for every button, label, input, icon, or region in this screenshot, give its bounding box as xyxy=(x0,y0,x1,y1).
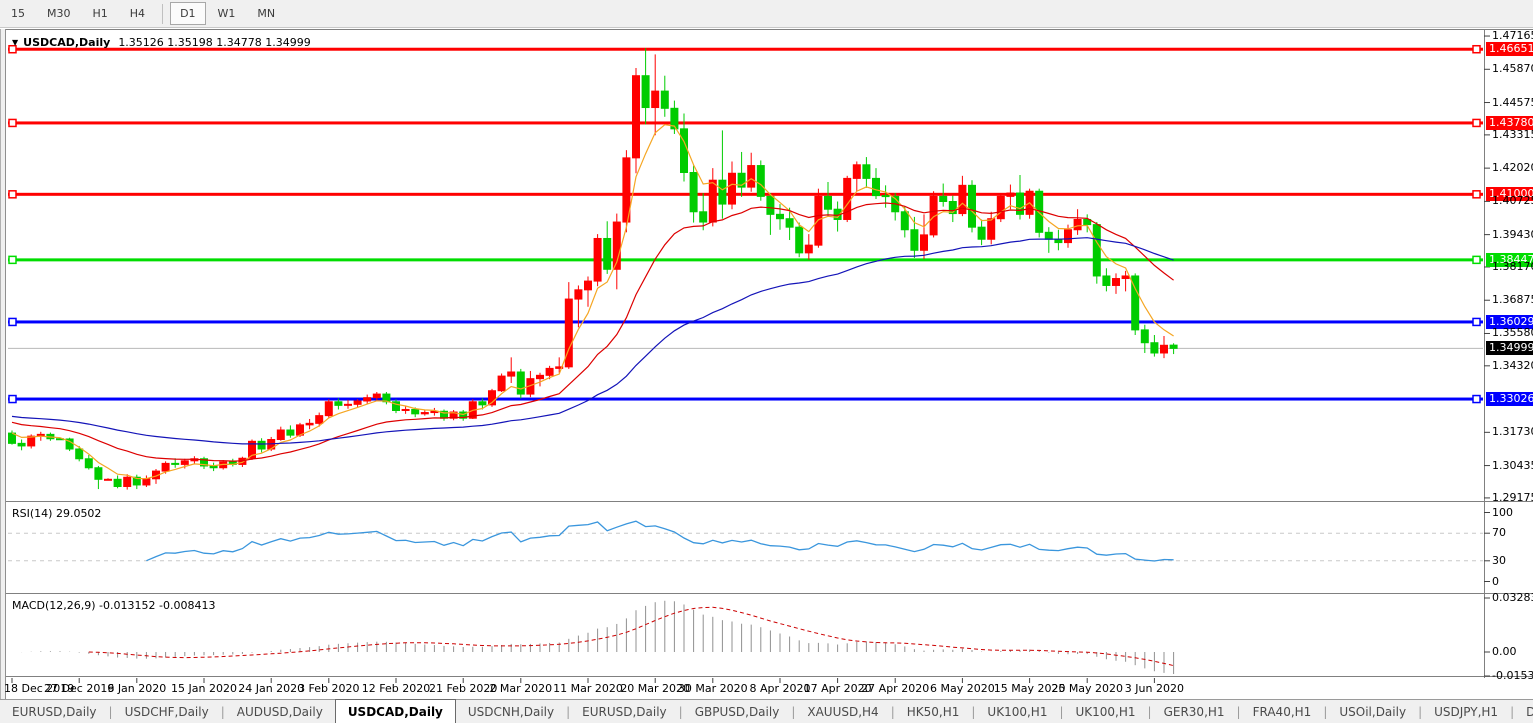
macd-scale-label: 0.00 xyxy=(1492,645,1517,658)
tab-separator: | xyxy=(890,704,895,719)
chart-quote-ohlc: 1.35126 1.35198 1.34778 1.34999 xyxy=(118,36,311,49)
timeframe-button-mn[interactable]: MN xyxy=(257,7,276,20)
price-chart-panel[interactable] xyxy=(6,29,1533,502)
date-tick-label: 15 Jan 2020 xyxy=(171,682,237,695)
price-tick-label: 1.35580 xyxy=(1492,326,1533,340)
level-price-label: 1.33026 xyxy=(1486,392,1533,407)
chart-tab-usoil-13[interactable]: USOil,Daily xyxy=(1339,704,1407,719)
date-tick-label: 18 Dec 2019 xyxy=(4,682,75,695)
rsi-indicator-label: RSI(14) 29.0502 xyxy=(12,507,102,520)
price-tick-label: 1.40725 xyxy=(1492,194,1533,208)
date-tick-label: 11 Mar 2020 xyxy=(553,682,623,695)
price-axis-border xyxy=(1484,29,1485,678)
price-tick-label: 1.31730 xyxy=(1492,425,1533,439)
toolbar-separator xyxy=(162,3,164,24)
chart-tab-usdjpy-14[interactable]: USDJPY,H1 xyxy=(1434,704,1499,719)
tab-separator: | xyxy=(1147,704,1152,719)
price-tick-label: 1.43315 xyxy=(1492,127,1533,141)
date-tick-label: 25 May 2020 xyxy=(1051,682,1124,695)
price-tick-label: 1.45870 xyxy=(1492,62,1533,76)
date-tick-label: 3 Jun 2020 xyxy=(1124,682,1184,695)
price-tick-label: 1.34320 xyxy=(1492,358,1533,372)
level-price-label: 1.38447 xyxy=(1486,252,1533,267)
timeframe-button-h1[interactable]: H1 xyxy=(92,7,108,20)
price-tick-label: 1.29175 xyxy=(1492,490,1533,504)
chart-tab-fra40-12[interactable]: FRA40,H1 xyxy=(1252,704,1312,719)
chart-tab-xauusd-7[interactable]: XAUUSD,H4 xyxy=(807,704,879,719)
chart-tab-bar: EURUSD,Daily | USDCHF,Daily | AUDUSD,Daily US… xyxy=(0,699,1533,723)
date-tick-label: 2 Mar 2020 xyxy=(489,682,553,695)
timeframe-button-w1[interactable]: W1 xyxy=(217,7,236,20)
rsi-scale-label: 0 xyxy=(1492,574,1499,588)
rsi-indicator-panel[interactable] xyxy=(6,503,1533,594)
date-tick-label: 15 May 2020 xyxy=(993,682,1066,695)
macd-scale-label: 0.032838 xyxy=(1492,591,1533,604)
chart-tab-usdchf-1[interactable]: USDCHF,Daily xyxy=(124,704,209,719)
date-tick-label: 8 Apr 2020 xyxy=(749,682,811,695)
chart-tab-eurusd-5[interactable]: EURUSD,Daily xyxy=(582,704,667,719)
macd-indicator-panel[interactable] xyxy=(6,595,1533,677)
chart-tab-uk100-9[interactable]: UK100,H1 xyxy=(987,704,1048,719)
tab-separator: | xyxy=(1510,704,1515,719)
date-tick-label: 27 Dec 2019 xyxy=(44,682,115,695)
price-tick-label: 1.36875 xyxy=(1492,293,1533,307)
price-tick-label: 1.44575 xyxy=(1492,95,1533,109)
rsi-scale-label: 70 xyxy=(1492,526,1506,540)
macd-scale-label: -0.015342 xyxy=(1492,669,1533,682)
date-tick-label: 24 Jan 2020 xyxy=(238,682,305,695)
tab-separator: | xyxy=(678,704,683,719)
chart-tab-usdcnh-4[interactable]: USDCNH,Daily xyxy=(467,704,555,719)
level-price-label: 1.46651 xyxy=(1486,42,1533,57)
timeframe-button-m30[interactable]: M30 xyxy=(47,7,71,20)
current-price-label: 1.34999 xyxy=(1486,341,1533,356)
chart-tab-uk100-10[interactable]: UK100,H1 xyxy=(1075,704,1136,719)
rsi-scale-label: 100 xyxy=(1492,505,1513,519)
date-tick-label: 27 Apr 2020 xyxy=(861,682,930,695)
tab-separator: | xyxy=(1059,704,1064,719)
date-tick-label: 21 Feb 2020 xyxy=(428,682,498,695)
price-tick-label: 1.30435 xyxy=(1492,458,1533,472)
tab-separator: | xyxy=(566,704,571,719)
chart-symbol-label: USDCAD,Daily xyxy=(23,36,111,49)
tab-separator: | xyxy=(108,704,113,719)
timeframe-toolbar: 15 M30 H1 H4 D1 W1 MN xyxy=(0,0,1533,28)
date-tick-label: 20 Mar 2020 xyxy=(620,682,691,695)
date-tick-label: 6 May 2020 xyxy=(930,682,995,695)
chart-tab-usdcad-3[interactable]: USDCAD,Daily xyxy=(334,699,456,723)
tab-separator: | xyxy=(971,704,976,719)
tab-separator: | xyxy=(1323,704,1328,719)
tab-separator: | xyxy=(1236,704,1241,719)
chart-tab-hk50-8[interactable]: HK50,H1 xyxy=(906,704,960,719)
date-tick-label: 6 Jan 2020 xyxy=(107,682,167,695)
price-tick-label: 1.39430 xyxy=(1492,227,1533,241)
timeframe-button-h4[interactable]: H4 xyxy=(129,7,146,20)
date-tick-label: 30 Mar 2020 xyxy=(677,682,748,695)
date-axis xyxy=(6,678,1533,699)
level-price-label: 1.41000 xyxy=(1486,187,1533,202)
chart-tab-eurusd-0[interactable]: EURUSD,Daily xyxy=(12,704,97,719)
tab-separator: | xyxy=(220,704,225,719)
level-price-label: 1.36029 xyxy=(1486,314,1533,329)
tab-separator: | xyxy=(1418,704,1423,719)
left-window-border xyxy=(0,29,6,699)
macd-indicator-label: MACD(12,26,9) -0.013152 -0.008413 xyxy=(12,599,216,612)
date-tick-label: 3 Feb 2020 xyxy=(298,682,360,695)
rsi-scale-label: 30 xyxy=(1492,553,1506,567)
tab-separator: | xyxy=(791,704,796,719)
timeframe-button-15[interactable]: 15 xyxy=(11,7,25,20)
date-tick-label: 12 Feb 2020 xyxy=(361,682,431,695)
price-tick-label: 1.42020 xyxy=(1492,161,1533,175)
price-tick-label: 1.47165 xyxy=(1492,29,1533,43)
price-tick-label: 1.38170 xyxy=(1492,259,1533,273)
level-price-label: 1.43780 xyxy=(1486,115,1533,130)
chart-tab-ger30-11[interactable]: GER30,H1 xyxy=(1163,704,1225,719)
chart-tab-gbpusd-6[interactable]: GBPUSD,Daily xyxy=(694,704,780,719)
timeframe-button-d1[interactable]: D1 xyxy=(170,2,206,25)
date-tick-label: 17 Apr 2020 xyxy=(803,682,872,695)
chart-tab-audusd-2[interactable]: AUDUSD,Daily xyxy=(236,704,323,719)
symbol-dropdown-icon[interactable]: ▼ xyxy=(12,38,19,47)
chart-tab-dj30-15[interactable]: DJ30,H1 xyxy=(1526,704,1533,719)
chart-title: ▼ USDCAD,Daily 1.35126 1.35198 1.34778 1.3… xyxy=(12,36,311,49)
